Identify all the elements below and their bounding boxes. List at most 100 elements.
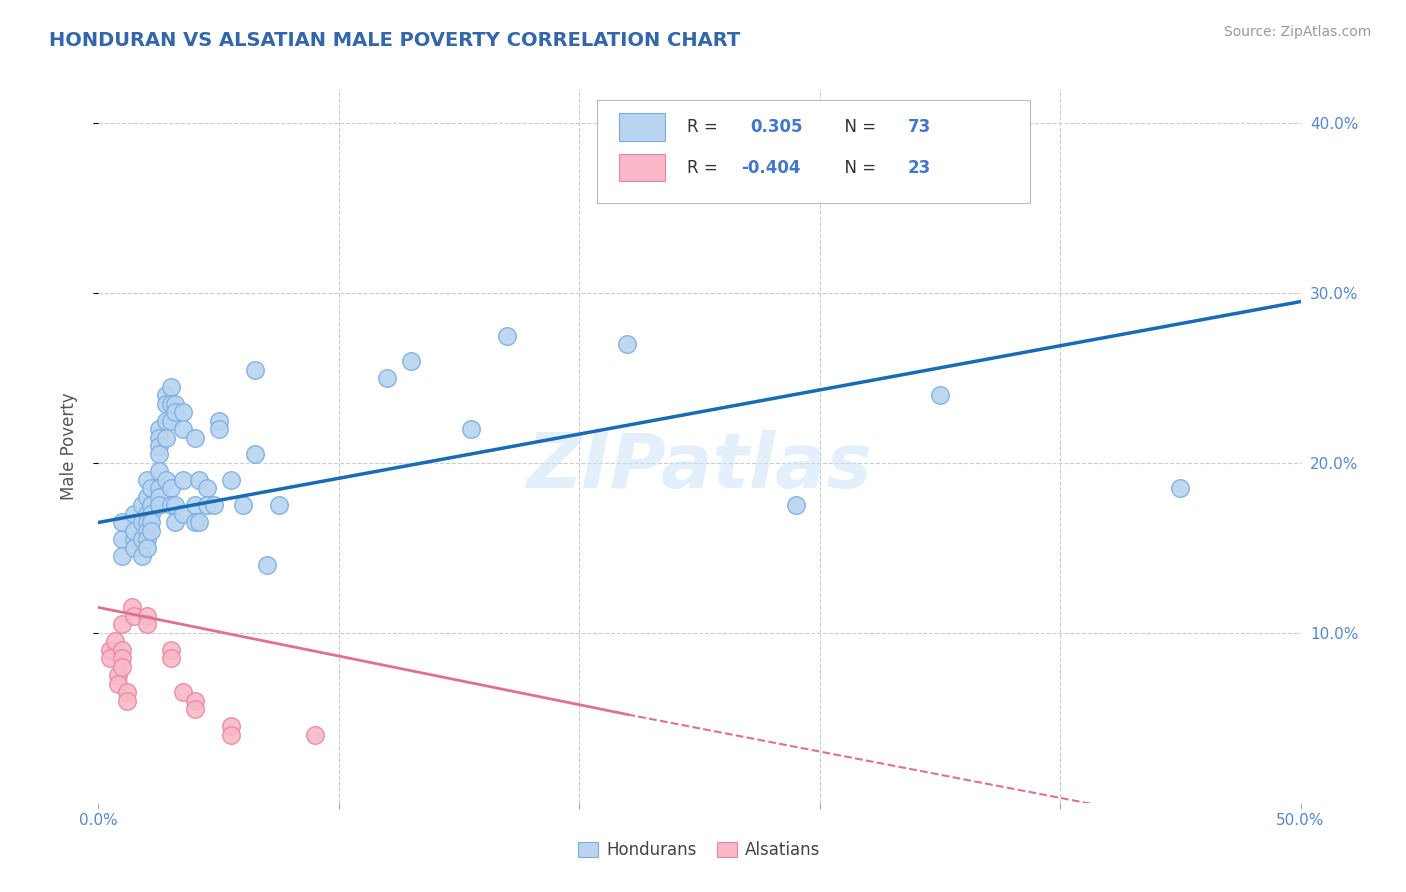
Point bbox=[183, 499, 205, 513]
Point bbox=[183, 702, 205, 716]
Point bbox=[165, 405, 187, 419]
Point bbox=[159, 379, 181, 393]
FancyBboxPatch shape bbox=[598, 100, 1031, 203]
Legend: Hondurans, Alsatians: Hondurans, Alsatians bbox=[572, 835, 827, 866]
Point bbox=[148, 482, 170, 496]
Point bbox=[165, 396, 187, 410]
Point bbox=[141, 482, 163, 496]
Point bbox=[107, 668, 129, 682]
Point bbox=[219, 728, 242, 742]
Text: -0.404: -0.404 bbox=[741, 159, 801, 177]
Point bbox=[141, 516, 163, 530]
Text: R =: R = bbox=[688, 118, 724, 136]
Point bbox=[496, 328, 519, 343]
Text: 0.305: 0.305 bbox=[749, 118, 803, 136]
Point bbox=[155, 396, 177, 410]
Point bbox=[172, 685, 194, 699]
Point bbox=[928, 388, 950, 402]
Point bbox=[202, 499, 225, 513]
Point bbox=[188, 473, 211, 487]
Point bbox=[460, 422, 482, 436]
Point bbox=[219, 473, 242, 487]
Text: 23: 23 bbox=[907, 159, 931, 177]
Point bbox=[172, 422, 194, 436]
Point bbox=[208, 413, 231, 427]
Point bbox=[304, 728, 326, 742]
Point bbox=[159, 643, 181, 657]
Point bbox=[131, 533, 153, 547]
Point bbox=[148, 422, 170, 436]
Point bbox=[141, 499, 163, 513]
Point bbox=[183, 430, 205, 444]
Point bbox=[148, 499, 170, 513]
Point bbox=[100, 643, 122, 657]
Point bbox=[188, 516, 211, 530]
Point bbox=[243, 362, 266, 376]
Text: Source: ZipAtlas.com: Source: ZipAtlas.com bbox=[1223, 25, 1371, 39]
Point bbox=[616, 337, 638, 351]
Point bbox=[183, 516, 205, 530]
Point bbox=[124, 524, 146, 538]
Point bbox=[135, 541, 157, 555]
Point bbox=[155, 430, 177, 444]
Point bbox=[135, 490, 157, 504]
Point bbox=[111, 549, 134, 564]
Text: HONDURAN VS ALSATIAN MALE POVERTY CORRELATION CHART: HONDURAN VS ALSATIAN MALE POVERTY CORREL… bbox=[49, 31, 741, 50]
Point bbox=[135, 516, 157, 530]
Point bbox=[148, 465, 170, 479]
Point bbox=[141, 507, 163, 521]
Point bbox=[243, 448, 266, 462]
Text: N =: N = bbox=[834, 118, 882, 136]
Point bbox=[785, 499, 807, 513]
Point bbox=[111, 660, 134, 674]
Point bbox=[148, 490, 170, 504]
Point bbox=[107, 677, 129, 691]
Text: ZIPatlas: ZIPatlas bbox=[526, 431, 873, 504]
Point bbox=[111, 617, 134, 632]
Point bbox=[208, 422, 231, 436]
Text: N =: N = bbox=[834, 159, 882, 177]
Point bbox=[148, 430, 170, 444]
Point bbox=[1170, 482, 1192, 496]
Point bbox=[104, 634, 127, 648]
Point bbox=[135, 617, 157, 632]
Point bbox=[375, 371, 398, 385]
Point bbox=[195, 482, 218, 496]
Point bbox=[100, 651, 122, 665]
Point bbox=[165, 516, 187, 530]
Point bbox=[219, 719, 242, 733]
Point bbox=[399, 354, 422, 368]
Text: R =: R = bbox=[688, 159, 724, 177]
Point bbox=[148, 448, 170, 462]
Point bbox=[155, 413, 177, 427]
Point bbox=[159, 482, 181, 496]
Text: 73: 73 bbox=[907, 118, 931, 136]
Point bbox=[159, 651, 181, 665]
FancyBboxPatch shape bbox=[619, 113, 665, 141]
Point bbox=[124, 507, 146, 521]
Point bbox=[131, 549, 153, 564]
Point bbox=[124, 608, 146, 623]
Point bbox=[141, 524, 163, 538]
Point bbox=[117, 694, 139, 708]
Point bbox=[148, 439, 170, 453]
Point bbox=[159, 413, 181, 427]
Point bbox=[135, 473, 157, 487]
Point bbox=[135, 608, 157, 623]
Point bbox=[159, 499, 181, 513]
Point bbox=[131, 499, 153, 513]
Point bbox=[155, 388, 177, 402]
Point bbox=[256, 558, 278, 572]
Point bbox=[172, 405, 194, 419]
FancyBboxPatch shape bbox=[619, 154, 665, 181]
Point bbox=[172, 473, 194, 487]
Point bbox=[232, 499, 254, 513]
Y-axis label: Male Poverty: Male Poverty bbox=[59, 392, 77, 500]
Point bbox=[124, 541, 146, 555]
Point bbox=[121, 600, 143, 615]
Point bbox=[111, 533, 134, 547]
Point bbox=[117, 685, 139, 699]
Point bbox=[155, 473, 177, 487]
Point bbox=[135, 533, 157, 547]
Point bbox=[111, 643, 134, 657]
